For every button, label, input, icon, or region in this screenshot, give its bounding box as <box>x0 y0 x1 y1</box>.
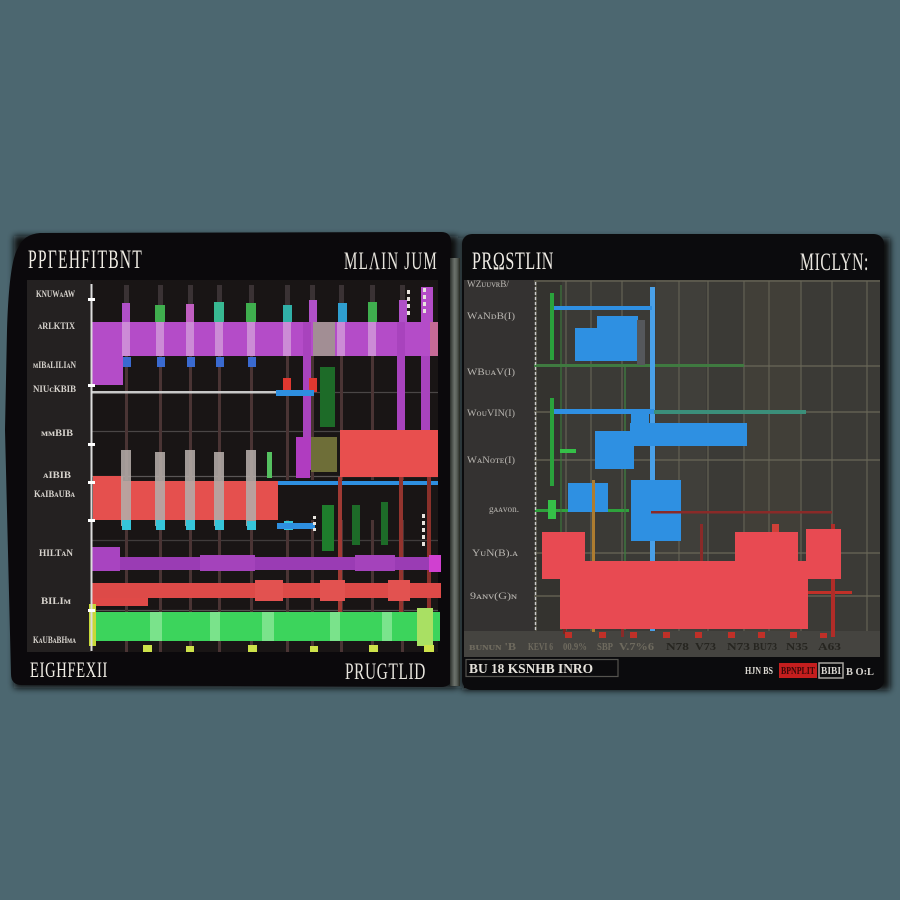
svg-text:PPΓEHFITBNT: PPΓEHFITBNT <box>28 245 143 274</box>
svg-text:B O꞉L: B O꞉L <box>846 666 874 678</box>
svg-text:BIBI: BIBI <box>821 666 841 677</box>
svg-text:ᴍIBᴀLILIᴀN: ᴍIBᴀLILIᴀN <box>33 360 76 370</box>
svg-text:00.9%: 00.9% <box>563 642 587 653</box>
svg-text:HJN BS: HJN BS <box>745 665 773 677</box>
svg-text:BU 18 KSNHB INRO: BU 18 KSNHB INRO <box>469 662 593 677</box>
svg-text:A63: A63 <box>818 642 841 653</box>
svg-text:ᴍᴍBIB: ᴍᴍBIB <box>41 428 73 438</box>
svg-text:N78: N78 <box>666 642 689 653</box>
svg-text:ᴀRLKTIX: ᴀRLKTIX <box>38 321 75 331</box>
svg-text:SBP: SBP <box>597 642 613 653</box>
svg-text:PRUGTLID: PRUGTLID <box>345 659 426 684</box>
svg-text:HILTᴀN: HILTᴀN <box>39 548 74 558</box>
svg-text:KᴀIBᴀUBᴀ: KᴀIBᴀUBᴀ <box>34 489 75 499</box>
svg-text:MICLYN:: MICLYN: <box>800 249 869 276</box>
svg-text:ʙᴜɴᴜɴ 'B: ʙᴜɴᴜɴ 'B <box>469 642 516 653</box>
svg-text:9ᴀɴᴠ(G)ɴ: 9ᴀɴᴠ(G)ɴ <box>470 591 518 601</box>
svg-text:V.7%6: V.7%6 <box>619 642 654 653</box>
svg-text:BILIᴍ: BILIᴍ <box>41 596 71 606</box>
svg-text:BU73: BU73 <box>753 642 777 653</box>
svg-text:WBᴜᴀV(I): WBᴜᴀV(I) <box>467 367 515 377</box>
svg-text:gᴀᴀᴠᴏn.: gᴀᴀᴠᴏn. <box>489 504 519 514</box>
svg-text:WᴀNᴏᴛᴇ(I): WᴀNᴏᴛᴇ(I) <box>467 455 515 465</box>
svg-text:NIUᴄKBIB: NIUᴄKBIB <box>33 384 76 394</box>
svg-text:N73: N73 <box>727 642 750 653</box>
svg-text:PRΩSTLIN: PRΩSTLIN <box>472 248 554 275</box>
svg-text:V73: V73 <box>695 642 716 653</box>
svg-text:EIGHFEXII: EIGHFEXII <box>30 657 108 682</box>
svg-text:BPNPLIT: BPNPLIT <box>781 666 815 677</box>
svg-text:N35: N35 <box>786 642 808 653</box>
svg-text:WᴀNᴅB(I): WᴀNᴅB(I) <box>467 311 515 321</box>
svg-text:KᴀUBᴀBHᴍᴀ: KᴀUBᴀBHᴍᴀ <box>33 635 76 645</box>
svg-text:WZᴜᴜᴠʀB/: WZᴜᴜᴠʀB/ <box>467 279 510 289</box>
svg-text:KNUWᴀAW: KNUWᴀAW <box>36 289 75 299</box>
svg-text:MLΛIN JUM: MLΛIN JUM <box>344 248 438 275</box>
svg-text:YᴜN(B).ᴀ: YᴜN(B).ᴀ <box>472 548 519 558</box>
svg-text:WᴏᴜVIN(I): WᴏᴜVIN(I) <box>467 408 515 418</box>
svg-text:ᴀIBIB: ᴀIBIB <box>43 470 71 480</box>
svg-text:KEVI 6: KEVI 6 <box>528 642 553 653</box>
